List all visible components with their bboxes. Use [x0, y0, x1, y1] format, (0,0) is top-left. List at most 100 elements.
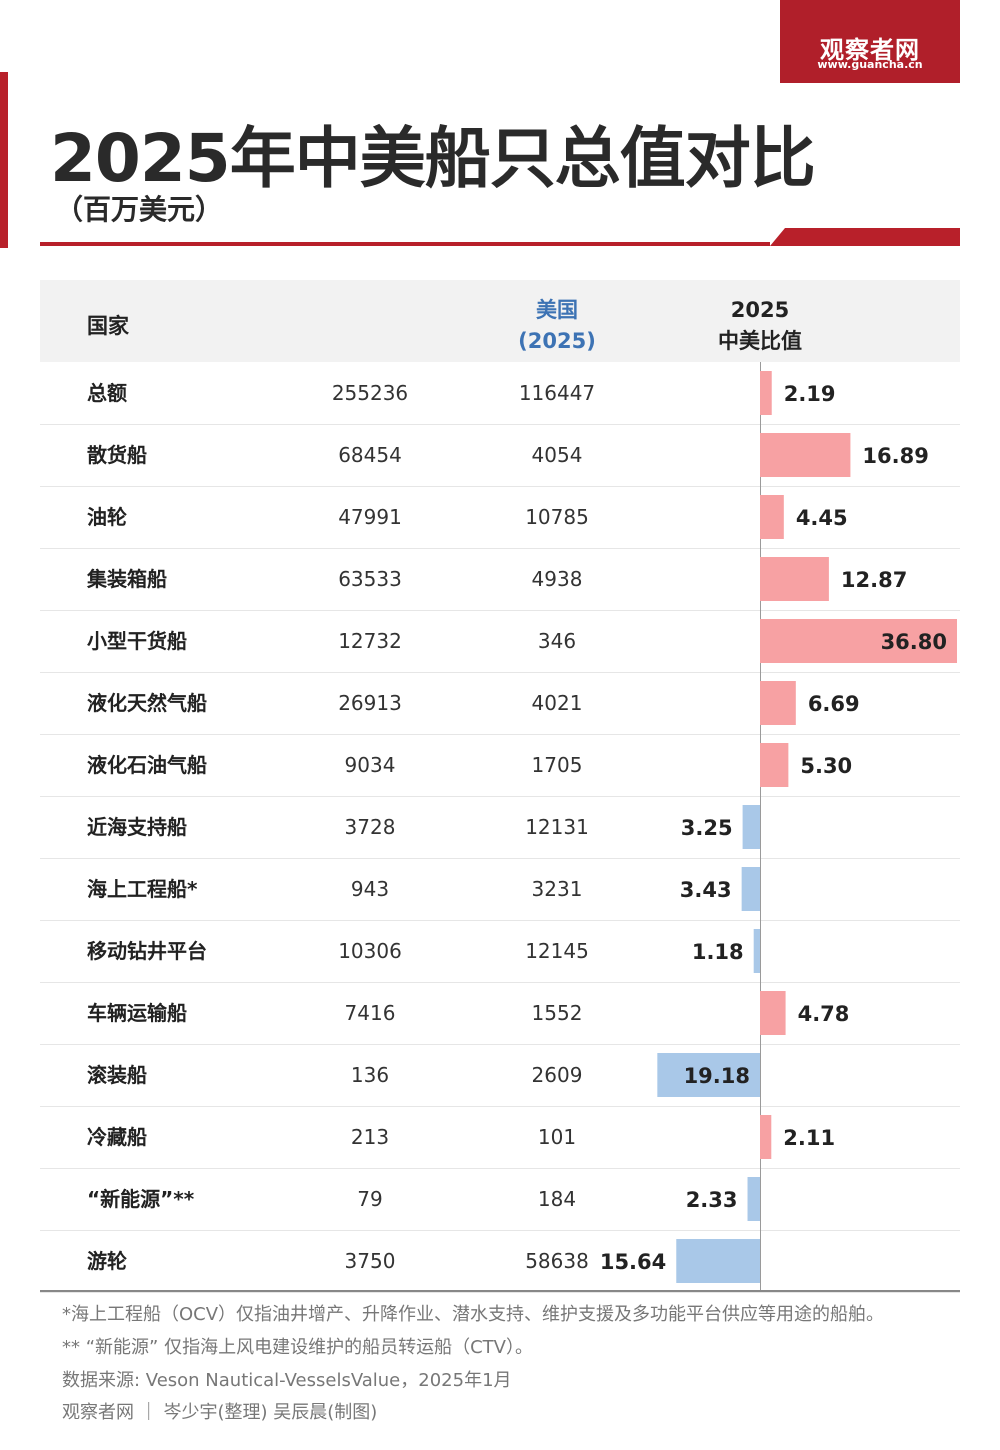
ratio-bar-china [760, 557, 829, 601]
vessel-type-label: 油轮 [87, 505, 127, 529]
ratio-label: 2.33 [686, 1188, 738, 1212]
table-row: 集装箱船 63533 4938 [40, 548, 960, 611]
china-value: 47991 [338, 505, 402, 529]
logo-text: 观察者网 [820, 36, 920, 64]
header-us-year: (2025) [518, 329, 596, 353]
footnote-ocv: *海上工程船（OCV）仅指油井增产、升降作业、潜水支持、维护支援及多功能平台供应… [62, 1304, 885, 1325]
ratio-bar-china [760, 371, 772, 415]
ratio-bar-us [742, 805, 760, 849]
header-ratio: 2025 中美比值 [690, 295, 830, 357]
ratio-axis-line [760, 362, 761, 1290]
china-value: 3728 [344, 815, 396, 839]
table-row: 滚装船 136 2609 [40, 1044, 960, 1107]
china-value: 26913 [338, 691, 402, 715]
ratio-bar-china [760, 495, 784, 539]
china-value: 7416 [344, 1001, 396, 1025]
ratio-label: 19.18 [684, 1064, 750, 1088]
vessel-type-label: 移动钻井平台 [87, 939, 207, 963]
ratio-label: 6.69 [808, 692, 860, 716]
ratio-bar-china [760, 991, 786, 1035]
ratio-label: 15.64 [600, 1250, 666, 1274]
vessel-type-label: 冷藏船 [87, 1125, 147, 1149]
china-value: 63533 [338, 567, 402, 591]
guancha-logo: 观察者网 www.guancha.cn [780, 0, 960, 83]
ratio-label: 2.11 [783, 1126, 835, 1150]
table-row: 近海支持船 3728 12131 [40, 796, 960, 859]
ratio-label: 4.78 [798, 1002, 850, 1026]
table-row: 液化天然气船 26913 4021 [40, 672, 960, 735]
us-value: 1552 [531, 1001, 583, 1025]
china-value: 255236 [331, 381, 409, 405]
vessel-type-label: 液化石油气船 [87, 753, 207, 777]
us-value: 4021 [531, 691, 583, 715]
china-value: 943 [350, 877, 390, 901]
header-us: 美国 (2025) [497, 295, 617, 357]
us-value: 10785 [525, 505, 589, 529]
china-value: 213 [350, 1125, 390, 1149]
table-row: 游轮 3750 58638 [40, 1230, 960, 1293]
vessel-type-label: 滚装船 [87, 1063, 147, 1087]
vessel-type-label: 总额 [87, 381, 127, 405]
china-value: 10306 [338, 939, 402, 963]
ratio-label: 5.30 [800, 754, 852, 778]
table-row: 冷藏船 213 101 [40, 1106, 960, 1169]
china-value: 3750 [344, 1249, 396, 1273]
ratio-bar-us [741, 867, 760, 911]
ratio-label: 3.25 [681, 816, 733, 840]
ratio-bar-us [753, 929, 760, 973]
ratio-bar-china [760, 681, 796, 725]
chart-subtitle: （百万美元） [55, 193, 224, 226]
us-value: 58638 [525, 1249, 589, 1273]
table-row: 车辆运输船 7416 1552 [40, 982, 960, 1045]
us-value: 116447 [518, 381, 596, 405]
ratio-bar-us [657, 1053, 760, 1097]
ratio-label: 12.87 [841, 568, 907, 592]
ratio-bar-china [760, 619, 957, 663]
ratio-bar-us [747, 1177, 760, 1221]
ratio-bar-us [676, 1239, 760, 1283]
vessel-type-label: “新能源”** [87, 1187, 195, 1211]
title-underline-wedge [770, 228, 960, 246]
footnote-new-energy: ** “新能源” 仅指海上风电建设维护的船员转运船（CTV）。 [62, 1337, 533, 1358]
ratio-label: 1.18 [692, 940, 744, 964]
vessel-type-label: 小型干货船 [87, 629, 187, 653]
table-row: “新能源”** 79 184 [40, 1168, 960, 1231]
vessel-type-label: 集装箱船 [87, 567, 167, 591]
china-value: 12732 [338, 629, 402, 653]
table-row: 液化石油气船 9034 1705 [40, 734, 960, 797]
table-row: 移动钻井平台 10306 12145 [40, 920, 960, 983]
ratio-label: 36.80 [881, 630, 947, 654]
title-underline [40, 242, 770, 246]
table-bottom-rule [40, 1290, 960, 1292]
us-value: 3231 [531, 877, 583, 901]
us-value: 346 [537, 629, 577, 653]
logo-url: www.guancha.cn [817, 58, 923, 71]
ratio-label: 4.45 [796, 506, 848, 530]
ratio-bar-china [760, 1115, 772, 1159]
us-value: 4938 [531, 567, 583, 591]
us-value: 12145 [525, 939, 589, 963]
vessel-type-label: 近海支持船 [87, 815, 187, 839]
ratio-label: 2.19 [784, 382, 836, 406]
ratio-bar-china [760, 433, 851, 477]
table-row: 海上工程船* 943 3231 [40, 858, 960, 921]
table-row: 小型干货船 12732 346 [40, 610, 960, 673]
ratio-label: 16.89 [862, 444, 928, 468]
chart-title: 2025年中美船只总值对比 [50, 120, 816, 197]
table-row: 总额 255236 116447 [40, 362, 960, 425]
table-header [40, 280, 960, 362]
us-value: 12131 [525, 815, 589, 839]
china-value: 79 [357, 1187, 383, 1211]
vessel-type-label: 液化天然气船 [87, 691, 207, 715]
left-accent-bar [0, 72, 8, 248]
vessel-type-label: 游轮 [87, 1249, 127, 1273]
us-value: 2609 [531, 1063, 583, 1087]
credits: 观察者网 ｜ 岑少宇(整理) 吴辰晨(制图) [62, 1402, 378, 1423]
us-value: 184 [537, 1187, 577, 1211]
header-ratio-year: 2025 [730, 298, 790, 322]
ratio-bar-china [760, 743, 789, 787]
vessel-type-label: 车辆运输船 [87, 1001, 187, 1025]
table-row: 散货船 68454 4054 [40, 424, 960, 487]
china-value: 68454 [338, 443, 402, 467]
